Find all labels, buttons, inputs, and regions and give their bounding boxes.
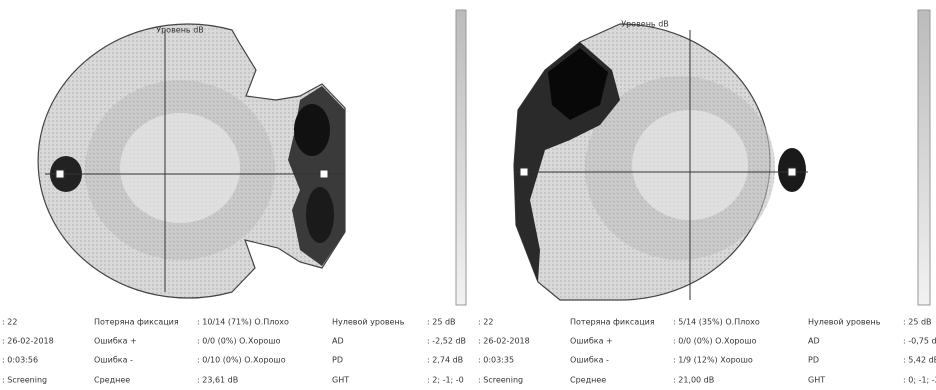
info-label: Потеряна фиксация [570,318,655,327]
info-value: : 0/10 (0%) О.Хорошо [197,356,286,365]
info-value: : 5,42 dB [903,356,936,365]
info-label: Ошибка + [94,337,137,346]
info-value: : 22 [478,318,493,327]
info-value: : 0; -1; -2 [903,376,936,385]
info-value: : 0:03:56 [2,356,38,365]
gray-scale [456,10,466,305]
info-label: Потеряна фиксация [94,318,179,327]
info-value: : 22 [2,318,17,327]
info-label: AD [332,337,344,346]
gray-scale [918,10,930,305]
panel-title: Уровень dB [156,26,204,35]
info-value: : 2,74 dB [427,356,463,365]
info-label: Нулевой уровень [808,318,881,327]
info-value: : 1/9 (12%) Хорошо [673,356,753,365]
info-value: : 0:03:35 [478,356,514,365]
info-value: : Screening [2,376,47,385]
info-value: : 23,61 dB [197,376,238,385]
info-value: : 26-02-2018 [2,337,54,346]
info-label: Ошибка - [94,356,133,365]
visual-field-left: Уровень dB [38,24,345,298]
info-value: : 25 dB [903,318,932,327]
info-label: AD [808,337,820,346]
info-label: Среднее [570,376,606,385]
info-value: : 0/0 (0%) О.Хорошо [673,337,757,346]
printout: Уровень dB Уровень dB : 22: 26-02-2018: … [0,0,936,390]
info-label: GHT [332,376,349,385]
info-value: : -0,75 dB [903,337,936,346]
info-value: : 10/14 (71%) О.Плохо [197,318,289,327]
info-value: : 0/0 (0%) О.Хорошо [197,337,281,346]
info-value: : Screening [478,376,523,385]
info-label: PD [332,356,343,365]
info-label: Среднее [94,376,130,385]
info-value: : 2; -1; -0 [427,376,464,385]
info-label: Нулевой уровень [332,318,405,327]
info-label: PD [808,356,819,365]
info-label: GHT [808,376,825,385]
info-label: Ошибка + [570,337,613,346]
info-value: : 25 dB [427,318,456,327]
info-value: : -2,52 dB [427,337,466,346]
info-label: Ошибка - [570,356,609,365]
info-value: : 26-02-2018 [478,337,530,346]
info-value: : 21,00 dB [673,376,714,385]
visual-field-right: Уровень dB [514,20,808,301]
info-table: : 22 : 26-02-2018 : 0:03:56 : Screening Поте… [2,318,936,385]
info-value: : 5/14 (35%) О.Плохо [673,318,760,327]
panel-title: Уровень dB [621,20,669,29]
